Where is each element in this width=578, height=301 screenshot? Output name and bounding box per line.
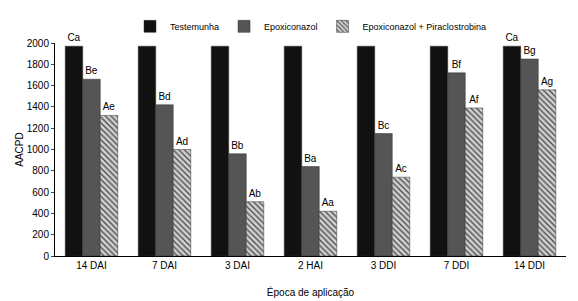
- svg-text:14 DDI: 14 DDI: [514, 260, 545, 271]
- svg-text:Bf: Bf: [452, 59, 462, 70]
- svg-text:1000: 1000: [27, 144, 50, 155]
- svg-text:Época de aplicação: Época de aplicação: [267, 286, 355, 298]
- svg-text:Ca: Ca: [505, 32, 518, 43]
- svg-text:7 DAI: 7 DAI: [152, 260, 177, 271]
- svg-text:Ca: Ca: [67, 32, 80, 43]
- svg-text:1800: 1800: [27, 59, 50, 70]
- svg-text:Bd: Bd: [158, 91, 170, 102]
- svg-text:Ac: Ac: [395, 163, 407, 174]
- svg-text:800: 800: [32, 165, 49, 176]
- svg-text:Bg: Bg: [523, 45, 535, 56]
- svg-text:AACPD: AACPD: [14, 132, 25, 166]
- svg-text:3 DAI: 3 DAI: [225, 260, 250, 271]
- svg-text:Ag: Ag: [541, 76, 553, 87]
- svg-text:Ae: Ae: [103, 101, 116, 112]
- svg-text:Aa: Aa: [322, 197, 335, 208]
- svg-text:1600: 1600: [27, 80, 50, 91]
- svg-text:Af: Af: [469, 94, 479, 105]
- svg-text:Ad: Ad: [176, 136, 188, 147]
- svg-text:Epoxiconazol: Epoxiconazol: [264, 22, 318, 32]
- svg-text:14 DAI: 14 DAI: [76, 260, 107, 271]
- svg-text:1400: 1400: [27, 101, 50, 112]
- svg-text:1200: 1200: [27, 123, 50, 134]
- svg-text:Bb: Bb: [231, 140, 244, 151]
- svg-text:200: 200: [32, 229, 49, 240]
- svg-text:2 HAI: 2 HAI: [298, 260, 323, 271]
- svg-text:Ab: Ab: [249, 188, 262, 199]
- svg-text:3 DDI: 3 DDI: [371, 260, 397, 271]
- svg-text:Testemunha: Testemunha: [170, 22, 219, 32]
- svg-text:600: 600: [32, 187, 49, 198]
- svg-text:Epoxiconazol + Piraclostrobina: Epoxiconazol + Piraclostrobina: [363, 22, 486, 32]
- svg-text:Bc: Bc: [378, 120, 390, 131]
- svg-text:2000: 2000: [27, 38, 50, 49]
- svg-text:Ba: Ba: [304, 153, 317, 164]
- svg-text:0: 0: [43, 251, 49, 262]
- svg-text:Be: Be: [85, 65, 98, 76]
- svg-text:400: 400: [32, 208, 49, 219]
- svg-text:7 DDI: 7 DDI: [444, 260, 470, 271]
